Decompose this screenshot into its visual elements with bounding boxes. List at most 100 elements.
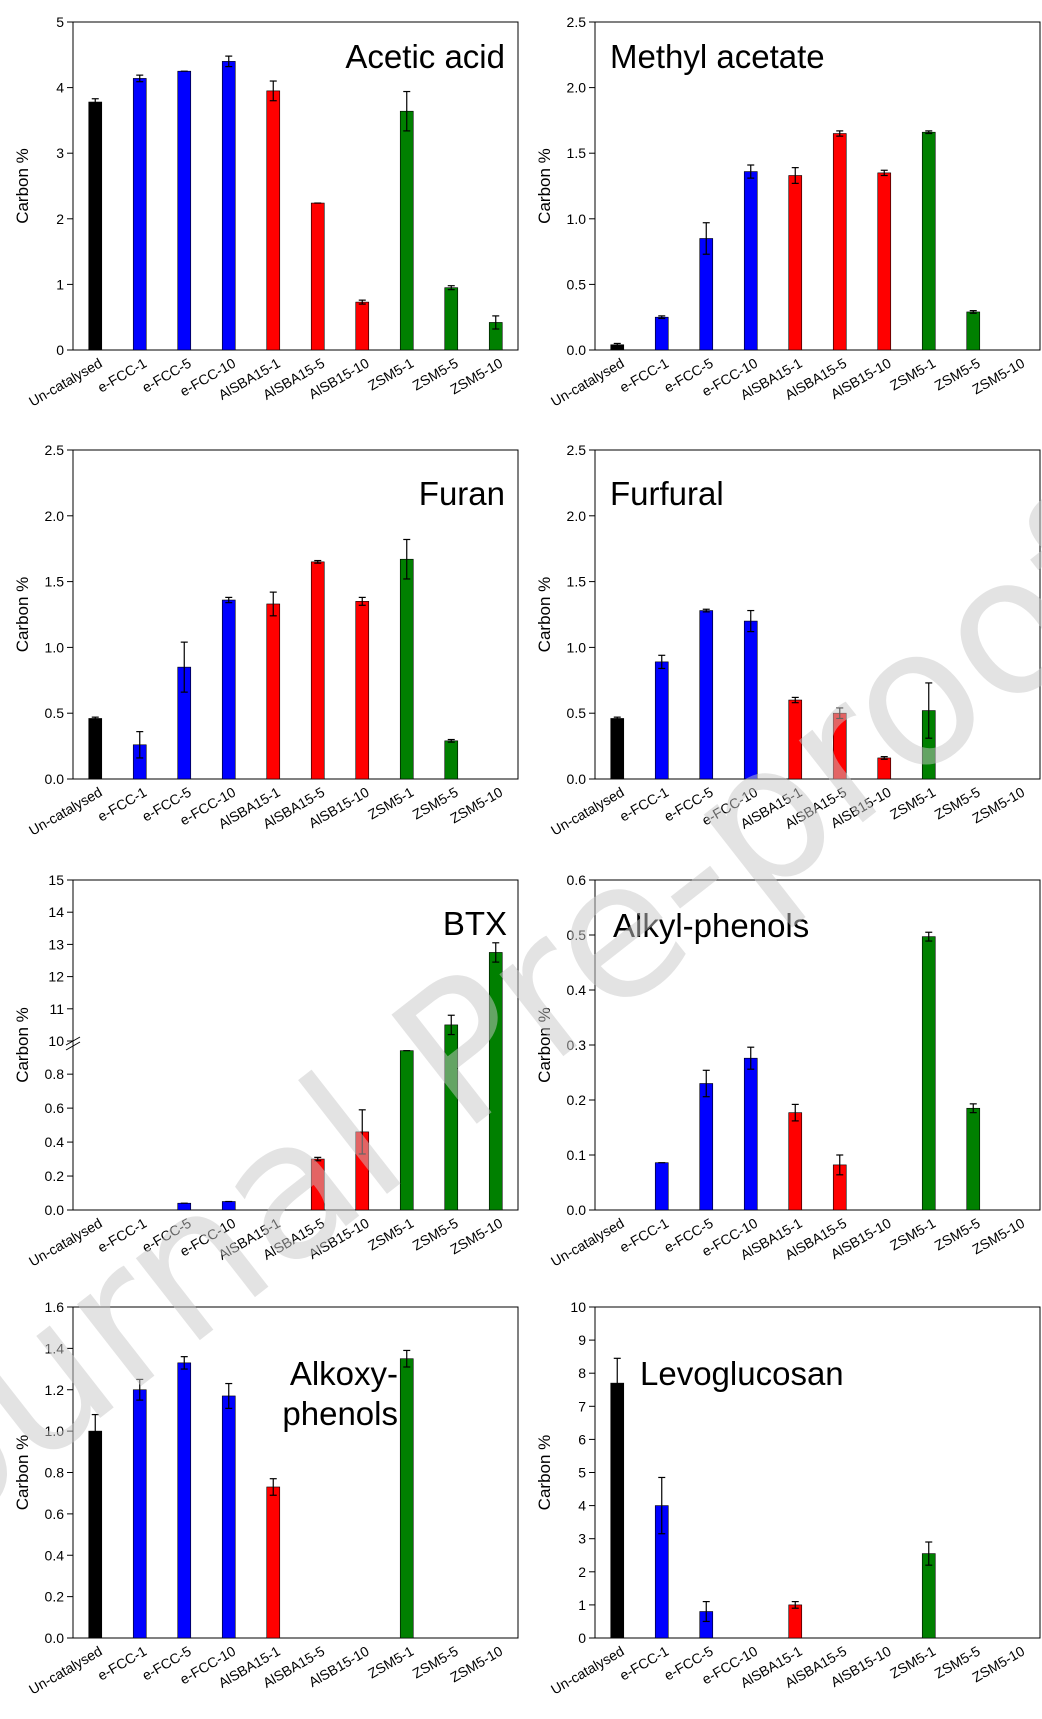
x-tick-label: Un-catalysed [548, 784, 627, 839]
y-tick-label: 1.4 [45, 1340, 65, 1356]
bar-un-catalysed [88, 101, 103, 351]
bar-e-fcc-5 [177, 1362, 192, 1639]
x-tick-label: Un-catalysed [26, 355, 105, 410]
y-tick-label: 3 [56, 145, 64, 161]
bar-un-catalysed [88, 718, 103, 780]
y-tick-label: 2 [578, 1564, 586, 1580]
y-tick-label: 0.8 [45, 1066, 65, 1082]
y-tick-label: 13 [48, 936, 64, 952]
bar-zsm5-10 [488, 952, 503, 1211]
bar-e-fcc-10 [221, 599, 236, 780]
x-tick-label: ZSM5-1 [887, 784, 938, 823]
y-tick-label: 0.5 [567, 927, 587, 943]
y-tick-label: 0 [578, 1630, 586, 1646]
x-tick-label: Un-catalysed [548, 1215, 627, 1270]
bar-e-fcc-5 [699, 610, 714, 780]
y-tick-label: 0.0 [567, 771, 587, 787]
y-tick-label: 0.2 [45, 1168, 65, 1184]
y-tick-label: 2.0 [567, 508, 587, 524]
chart-title: BTX [443, 905, 507, 942]
y-tick-label: 4 [56, 80, 64, 96]
y-tick-label: 0.1 [567, 1147, 587, 1163]
bar-alsba15-5 [310, 561, 325, 780]
plot-frame [594, 21, 1041, 351]
axis-break-mark [65, 1036, 81, 1046]
y-tick-label: 4 [578, 1498, 586, 1514]
x-tick-label: e-FCC-1 [95, 1643, 150, 1684]
y-tick-label: 5 [578, 1465, 586, 1481]
y-axis-label: Carbon % [535, 1007, 554, 1083]
bar-alsba15-5 [310, 202, 325, 351]
bar-e-fcc-1 [132, 1389, 147, 1639]
y-tick-label: 0.0 [567, 1202, 587, 1218]
y-tick-label: 2.5 [567, 442, 587, 458]
bar-zsm5-1 [399, 1358, 414, 1639]
y-tick-label: 1 [56, 276, 64, 292]
x-tick-label: Un-catalysed [26, 1215, 105, 1270]
y-tick-label: 1.0 [45, 1423, 65, 1439]
y-tick-label: 0.4 [45, 1547, 65, 1563]
bar-e-fcc-10 [221, 61, 236, 351]
y-tick-label: 11 [49, 1001, 64, 1017]
chart-title: Methyl acetate [610, 38, 825, 75]
y-tick-label: 7 [578, 1398, 586, 1414]
bar-e-fcc-5 [177, 1202, 192, 1211]
chart-title: Furfural [610, 475, 724, 512]
y-tick-label: 0.6 [45, 1100, 65, 1116]
bar-zsm5-5 [966, 1107, 981, 1211]
x-tick-label: ZSM5-1 [365, 1215, 416, 1254]
y-tick-label: 0.0 [45, 1630, 65, 1646]
y-axis-label: Carbon % [13, 577, 32, 653]
x-tick-label: e-FCC-1 [617, 1643, 672, 1684]
y-tick-label: 15 [48, 872, 64, 888]
chart-panel-6: 0.0 0.1 0.2 0.3 0.4 0.5 0.6 Carbon % Un-catalyse… [535, 872, 1041, 1270]
y-tick-label: 2.5 [567, 14, 587, 30]
x-tick-label: e-FCC-1 [617, 1215, 672, 1256]
bar-alsba15-5 [310, 1158, 325, 1211]
y-tick-label: 0.6 [45, 1506, 65, 1522]
y-axis-label: Carbon % [535, 148, 554, 224]
bar-alsba15-1 [266, 90, 281, 351]
bar-e-fcc-5 [699, 238, 714, 351]
y-tick-label: 2.0 [567, 80, 587, 96]
y-tick-label: 5 [56, 14, 64, 30]
x-tick-label: Un-catalysed [548, 355, 627, 410]
y-tick-label: 0.4 [567, 982, 587, 998]
y-tick-label: 9 [578, 1332, 586, 1348]
y-tick-label: 1.5 [567, 145, 587, 161]
x-tick-label: ZSM5-1 [887, 1215, 938, 1254]
bar-e-fcc-5 [699, 1083, 714, 1211]
y-tick-label: 1.6 [45, 1299, 65, 1315]
y-tick-label: 0.5 [45, 705, 65, 721]
plot-frame [72, 879, 519, 1211]
bar-zsm5-5 [966, 311, 981, 351]
bar-zsm5-1 [399, 1050, 414, 1211]
bar-alsb15-10 [877, 172, 892, 351]
x-tick-label: Un-catalysed [548, 1643, 627, 1698]
y-tick-label: 0.6 [567, 872, 587, 888]
bar-e-fcc-10 [221, 1395, 236, 1639]
bar-zsm5-5 [444, 287, 459, 351]
plot-frame [72, 449, 519, 780]
bar-alsba15-5 [832, 133, 847, 351]
bar-alsba15-1 [788, 699, 803, 780]
x-tick-label: e-FCC-1 [617, 784, 672, 825]
y-tick-label: 1.5 [567, 574, 587, 590]
y-tick-label: 0.4 [45, 1134, 65, 1150]
bar-alsb15-10 [877, 757, 892, 780]
x-tick-label: ZSM5-1 [887, 1643, 938, 1682]
x-tick-label: e-FCC-1 [617, 355, 672, 396]
y-tick-label: 14 [48, 904, 64, 920]
y-axis-label: Carbon % [535, 1435, 554, 1511]
chart-panel-7: 0.0 0.2 0.4 0.6 0.8 1.0 1.2 1.4 1.6 Carbon % Un-ca… [13, 1299, 519, 1697]
y-tick-label: 0.5 [567, 276, 587, 292]
chart-panel-2: 0.0 0.5 1.0 1.5 2.0 2.5 Carbon % Un-catalysede-… [535, 14, 1041, 410]
bar-e-fcc-1 [654, 1162, 669, 1211]
y-tick-label: 0.2 [567, 1092, 587, 1108]
y-tick-label: 0.5 [567, 705, 587, 721]
bar-alsb15-10 [355, 601, 370, 780]
chart-title: Alkyl-phenols [613, 907, 809, 944]
bar-zsm5-5 [444, 1024, 459, 1211]
